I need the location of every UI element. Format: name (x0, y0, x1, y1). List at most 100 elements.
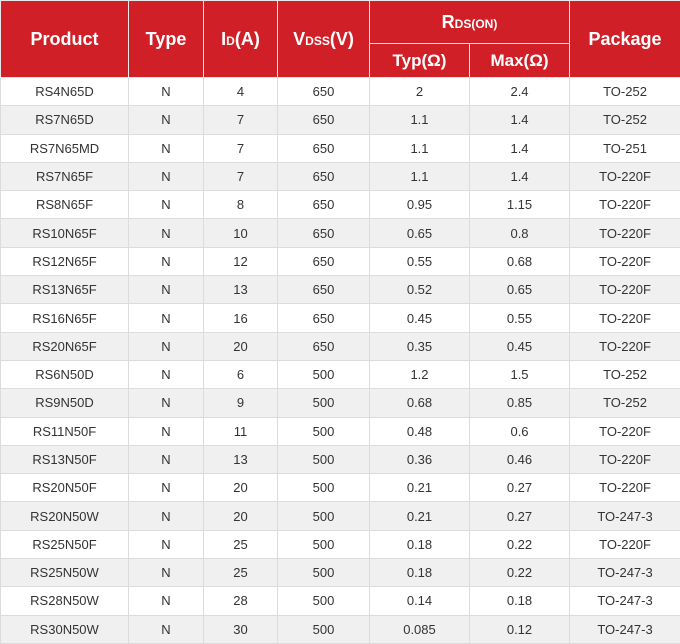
cell-product: RS10N65F (1, 219, 129, 247)
cell-type: N (129, 219, 204, 247)
cell-id: 8 (204, 191, 278, 219)
cell-product: RS7N65D (1, 106, 129, 134)
cell-rds-max: 1.15 (470, 191, 570, 219)
cell-rds-typ: 1.1 (370, 106, 470, 134)
cell-package: TO-220F (570, 162, 680, 190)
cell-package: TO-220F (570, 247, 680, 275)
cell-vdss: 650 (278, 219, 370, 247)
cell-id: 25 (204, 530, 278, 558)
cell-rds-typ: 2 (370, 78, 470, 106)
cell-vdss: 650 (278, 134, 370, 162)
cell-rds-max: 0.68 (470, 247, 570, 275)
cell-id: 6 (204, 360, 278, 388)
cell-type: N (129, 587, 204, 615)
cell-rds-max: 0.22 (470, 559, 570, 587)
cell-id: 11 (204, 417, 278, 445)
rds-sub: DS (455, 17, 472, 31)
cell-vdss: 650 (278, 247, 370, 275)
cell-rds-typ: 0.35 (370, 332, 470, 360)
cell-rds-max: 0.18 (470, 587, 570, 615)
cell-rds-max: 0.6 (470, 417, 570, 445)
cell-package: TO-252 (570, 360, 680, 388)
cell-package: TO-247-3 (570, 587, 680, 615)
cell-rds-typ: 0.95 (370, 191, 470, 219)
cell-type: N (129, 502, 204, 530)
cell-id: 28 (204, 587, 278, 615)
cell-vdss: 650 (278, 332, 370, 360)
cell-rds-typ: 1.1 (370, 134, 470, 162)
cell-vdss: 500 (278, 389, 370, 417)
cell-rds-typ: 0.45 (370, 304, 470, 332)
cell-type: N (129, 474, 204, 502)
cell-rds-typ: 0.55 (370, 247, 470, 275)
cell-product: RS30N50W (1, 615, 129, 643)
cell-product: RS7N65F (1, 162, 129, 190)
cell-type: N (129, 191, 204, 219)
cell-id: 12 (204, 247, 278, 275)
col-vdss: VDSS(V) (278, 1, 370, 78)
col-max: Max(Ω) (470, 44, 570, 78)
cell-type: N (129, 389, 204, 417)
cell-type: N (129, 530, 204, 558)
cell-vdss: 500 (278, 559, 370, 587)
cell-type: N (129, 360, 204, 388)
cell-rds-typ: 0.18 (370, 530, 470, 558)
cell-rds-typ: 0.68 (370, 389, 470, 417)
cell-type: N (129, 78, 204, 106)
cell-vdss: 650 (278, 304, 370, 332)
cell-id: 7 (204, 134, 278, 162)
cell-type: N (129, 134, 204, 162)
vdss-sub: DSS (305, 34, 330, 48)
cell-package: TO-252 (570, 389, 680, 417)
cell-id: 7 (204, 106, 278, 134)
cell-package: TO-252 (570, 78, 680, 106)
cell-package: TO-247-3 (570, 615, 680, 643)
cell-package: TO-220F (570, 445, 680, 473)
cell-rds-max: 0.22 (470, 530, 570, 558)
cell-package: TO-220F (570, 304, 680, 332)
cell-id: 13 (204, 276, 278, 304)
cell-product: RS9N50D (1, 389, 129, 417)
rds-main: R (442, 12, 455, 32)
cell-package: TO-247-3 (570, 559, 680, 587)
cell-vdss: 650 (278, 276, 370, 304)
cell-product: RS11N50F (1, 417, 129, 445)
cell-id: 13 (204, 445, 278, 473)
cell-vdss: 500 (278, 615, 370, 643)
cell-package: TO-220F (570, 332, 680, 360)
cell-rds-typ: 1.1 (370, 162, 470, 190)
vdss-main: V (293, 29, 305, 49)
cell-package: TO-220F (570, 417, 680, 445)
rds-paren: (ON) (471, 17, 497, 31)
cell-type: N (129, 615, 204, 643)
cell-package: TO-247-3 (570, 502, 680, 530)
vdss-unit: (V) (330, 29, 354, 49)
cell-package: TO-220F (570, 219, 680, 247)
cell-vdss: 500 (278, 474, 370, 502)
cell-vdss: 650 (278, 191, 370, 219)
cell-rds-max: 2.4 (470, 78, 570, 106)
cell-id: 16 (204, 304, 278, 332)
cell-id: 20 (204, 502, 278, 530)
cell-type: N (129, 445, 204, 473)
cell-rds-typ: 0.65 (370, 219, 470, 247)
cell-rds-max: 0.45 (470, 332, 570, 360)
cell-type: N (129, 304, 204, 332)
cell-product: RS20N50F (1, 474, 129, 502)
cell-product: RS13N65F (1, 276, 129, 304)
cell-rds-typ: 0.52 (370, 276, 470, 304)
cell-rds-max: 0.55 (470, 304, 570, 332)
cell-id: 25 (204, 559, 278, 587)
col-package: Package (570, 1, 680, 78)
col-product: Product (1, 1, 129, 78)
cell-vdss: 650 (278, 78, 370, 106)
cell-rds-typ: 0.085 (370, 615, 470, 643)
cell-type: N (129, 559, 204, 587)
